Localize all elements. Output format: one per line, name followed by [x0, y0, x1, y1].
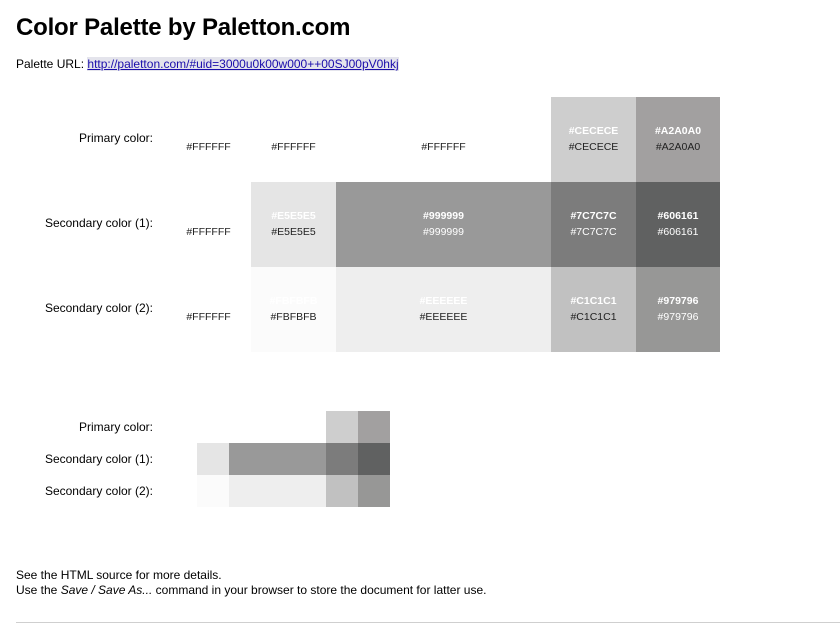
footer-notes: See the HTML source for more details. Us…	[16, 568, 486, 598]
color-swatch: #FFFFFF	[166, 97, 251, 182]
color-swatch: #FFFFFF	[251, 97, 336, 182]
page-title: Color Palette by Paletton.com	[16, 14, 351, 41]
footer-line-2: Use the Save / Save As... command in you…	[16, 583, 486, 598]
mini-color-swatch	[166, 475, 197, 507]
color-swatch: #FBFBFB #FBFBFB	[251, 267, 336, 352]
swatch-hex-code: #FFFFFF	[421, 141, 466, 153]
swatch-hex-code: #C1C1C1	[570, 311, 617, 323]
swatch-hex-on-color: #EEEEEE	[419, 295, 468, 307]
swatch-hex-code: #A2A0A0	[655, 141, 701, 153]
swatch-hex-code: #606161	[657, 226, 699, 238]
palette-url-label: Palette URL:	[16, 57, 85, 71]
swatch-hex-code: #FFFFFF	[271, 141, 316, 153]
color-swatch: #FFFFFF	[166, 182, 251, 267]
mini-row-label: Secondary color (2):	[44, 484, 153, 498]
mini-color-swatch	[358, 475, 390, 507]
swatch-hex-on-color: #C1C1C1	[570, 295, 617, 307]
mini-color-swatch	[358, 411, 390, 443]
color-swatch: #606161 #606161	[636, 182, 720, 267]
color-swatch: #FFFFFF	[166, 267, 251, 352]
row-label: Secondary color (1):	[44, 216, 153, 230]
mini-color-swatch	[229, 475, 326, 507]
swatch-hex-code: #E5E5E5	[271, 226, 316, 238]
footer-line-2-pre: Use the	[16, 583, 61, 597]
swatch-hex-on-color: #606161	[657, 210, 699, 222]
mini-color-swatch	[197, 475, 229, 507]
mini-color-swatch	[326, 443, 358, 475]
row-label: Secondary color (2):	[44, 301, 153, 315]
swatch-hex-on-color: #E5E5E5	[271, 210, 316, 222]
palette-url-link[interactable]: http://paletton.com/#uid=3000u0k00w000++…	[87, 57, 399, 71]
swatch-hex-code: #979796	[657, 311, 699, 323]
footer-line-2-post: command in your browser to store the doc…	[152, 583, 487, 597]
mini-color-swatch	[166, 443, 197, 475]
color-swatch: #C1C1C1 #C1C1C1	[551, 267, 636, 352]
palette-swatch-table: Primary color: #FFFFFF #FFFFFF #FFFFFF #CECE…	[0, 97, 840, 352]
swatch-hex-on-color: #7C7C7C	[570, 210, 617, 222]
mini-color-swatch	[166, 411, 197, 443]
palette-url-line: Palette URL: http://paletton.com/#uid=30…	[16, 57, 399, 71]
mini-row-label: Primary color:	[78, 420, 153, 434]
palette-mini-preview: Primary color: Secondary color (1): Second…	[0, 411, 840, 508]
mini-color-swatch	[358, 443, 390, 475]
color-swatch: #E5E5E5 #E5E5E5	[251, 182, 336, 267]
swatch-hex-code: #FFFFFF	[186, 226, 231, 238]
color-swatch: #A2A0A0 #A2A0A0	[636, 97, 720, 182]
color-swatch: #979796 #979796	[636, 267, 720, 352]
color-swatch: #999999 #999999	[336, 182, 551, 267]
mini-color-swatch	[197, 443, 229, 475]
mini-color-swatch	[326, 411, 358, 443]
mini-color-swatch	[229, 411, 326, 443]
color-swatch: #CECECE #CECECE	[551, 97, 636, 182]
footer-line-1: See the HTML source for more details.	[16, 568, 222, 582]
swatch-hex-on-color: #FBFBFB	[269, 295, 318, 307]
color-swatch: #FFFFFF	[336, 97, 551, 182]
row-label: Primary color:	[78, 131, 153, 145]
swatch-hex-on-color: #CECECE	[568, 125, 619, 137]
mini-color-swatch	[229, 443, 326, 475]
swatch-hex-code: #FFFFFF	[186, 311, 231, 323]
mini-row-label: Secondary color (1):	[44, 452, 153, 466]
swatch-hex-on-color: #979796	[657, 295, 699, 307]
mini-color-swatch	[326, 475, 358, 507]
swatch-hex-code: #CECECE	[568, 141, 619, 153]
mini-color-swatch	[197, 411, 229, 443]
swatch-hex-code: #999999	[423, 226, 464, 238]
swatch-hex-code: #FFFFFF	[186, 141, 231, 153]
color-swatch: #7C7C7C #7C7C7C	[551, 182, 636, 267]
swatch-hex-code: #7C7C7C	[570, 226, 617, 238]
color-swatch: #EEEEEE #EEEEEE	[336, 267, 551, 352]
swatch-hex-on-color: #A2A0A0	[654, 125, 702, 137]
swatch-hex-code: #EEEEEE	[419, 311, 468, 323]
footer-line-2-command: Save / Save As...	[60, 583, 153, 597]
swatch-hex-on-color: #999999	[423, 210, 464, 222]
swatch-hex-code: #FBFBFB	[270, 311, 317, 323]
